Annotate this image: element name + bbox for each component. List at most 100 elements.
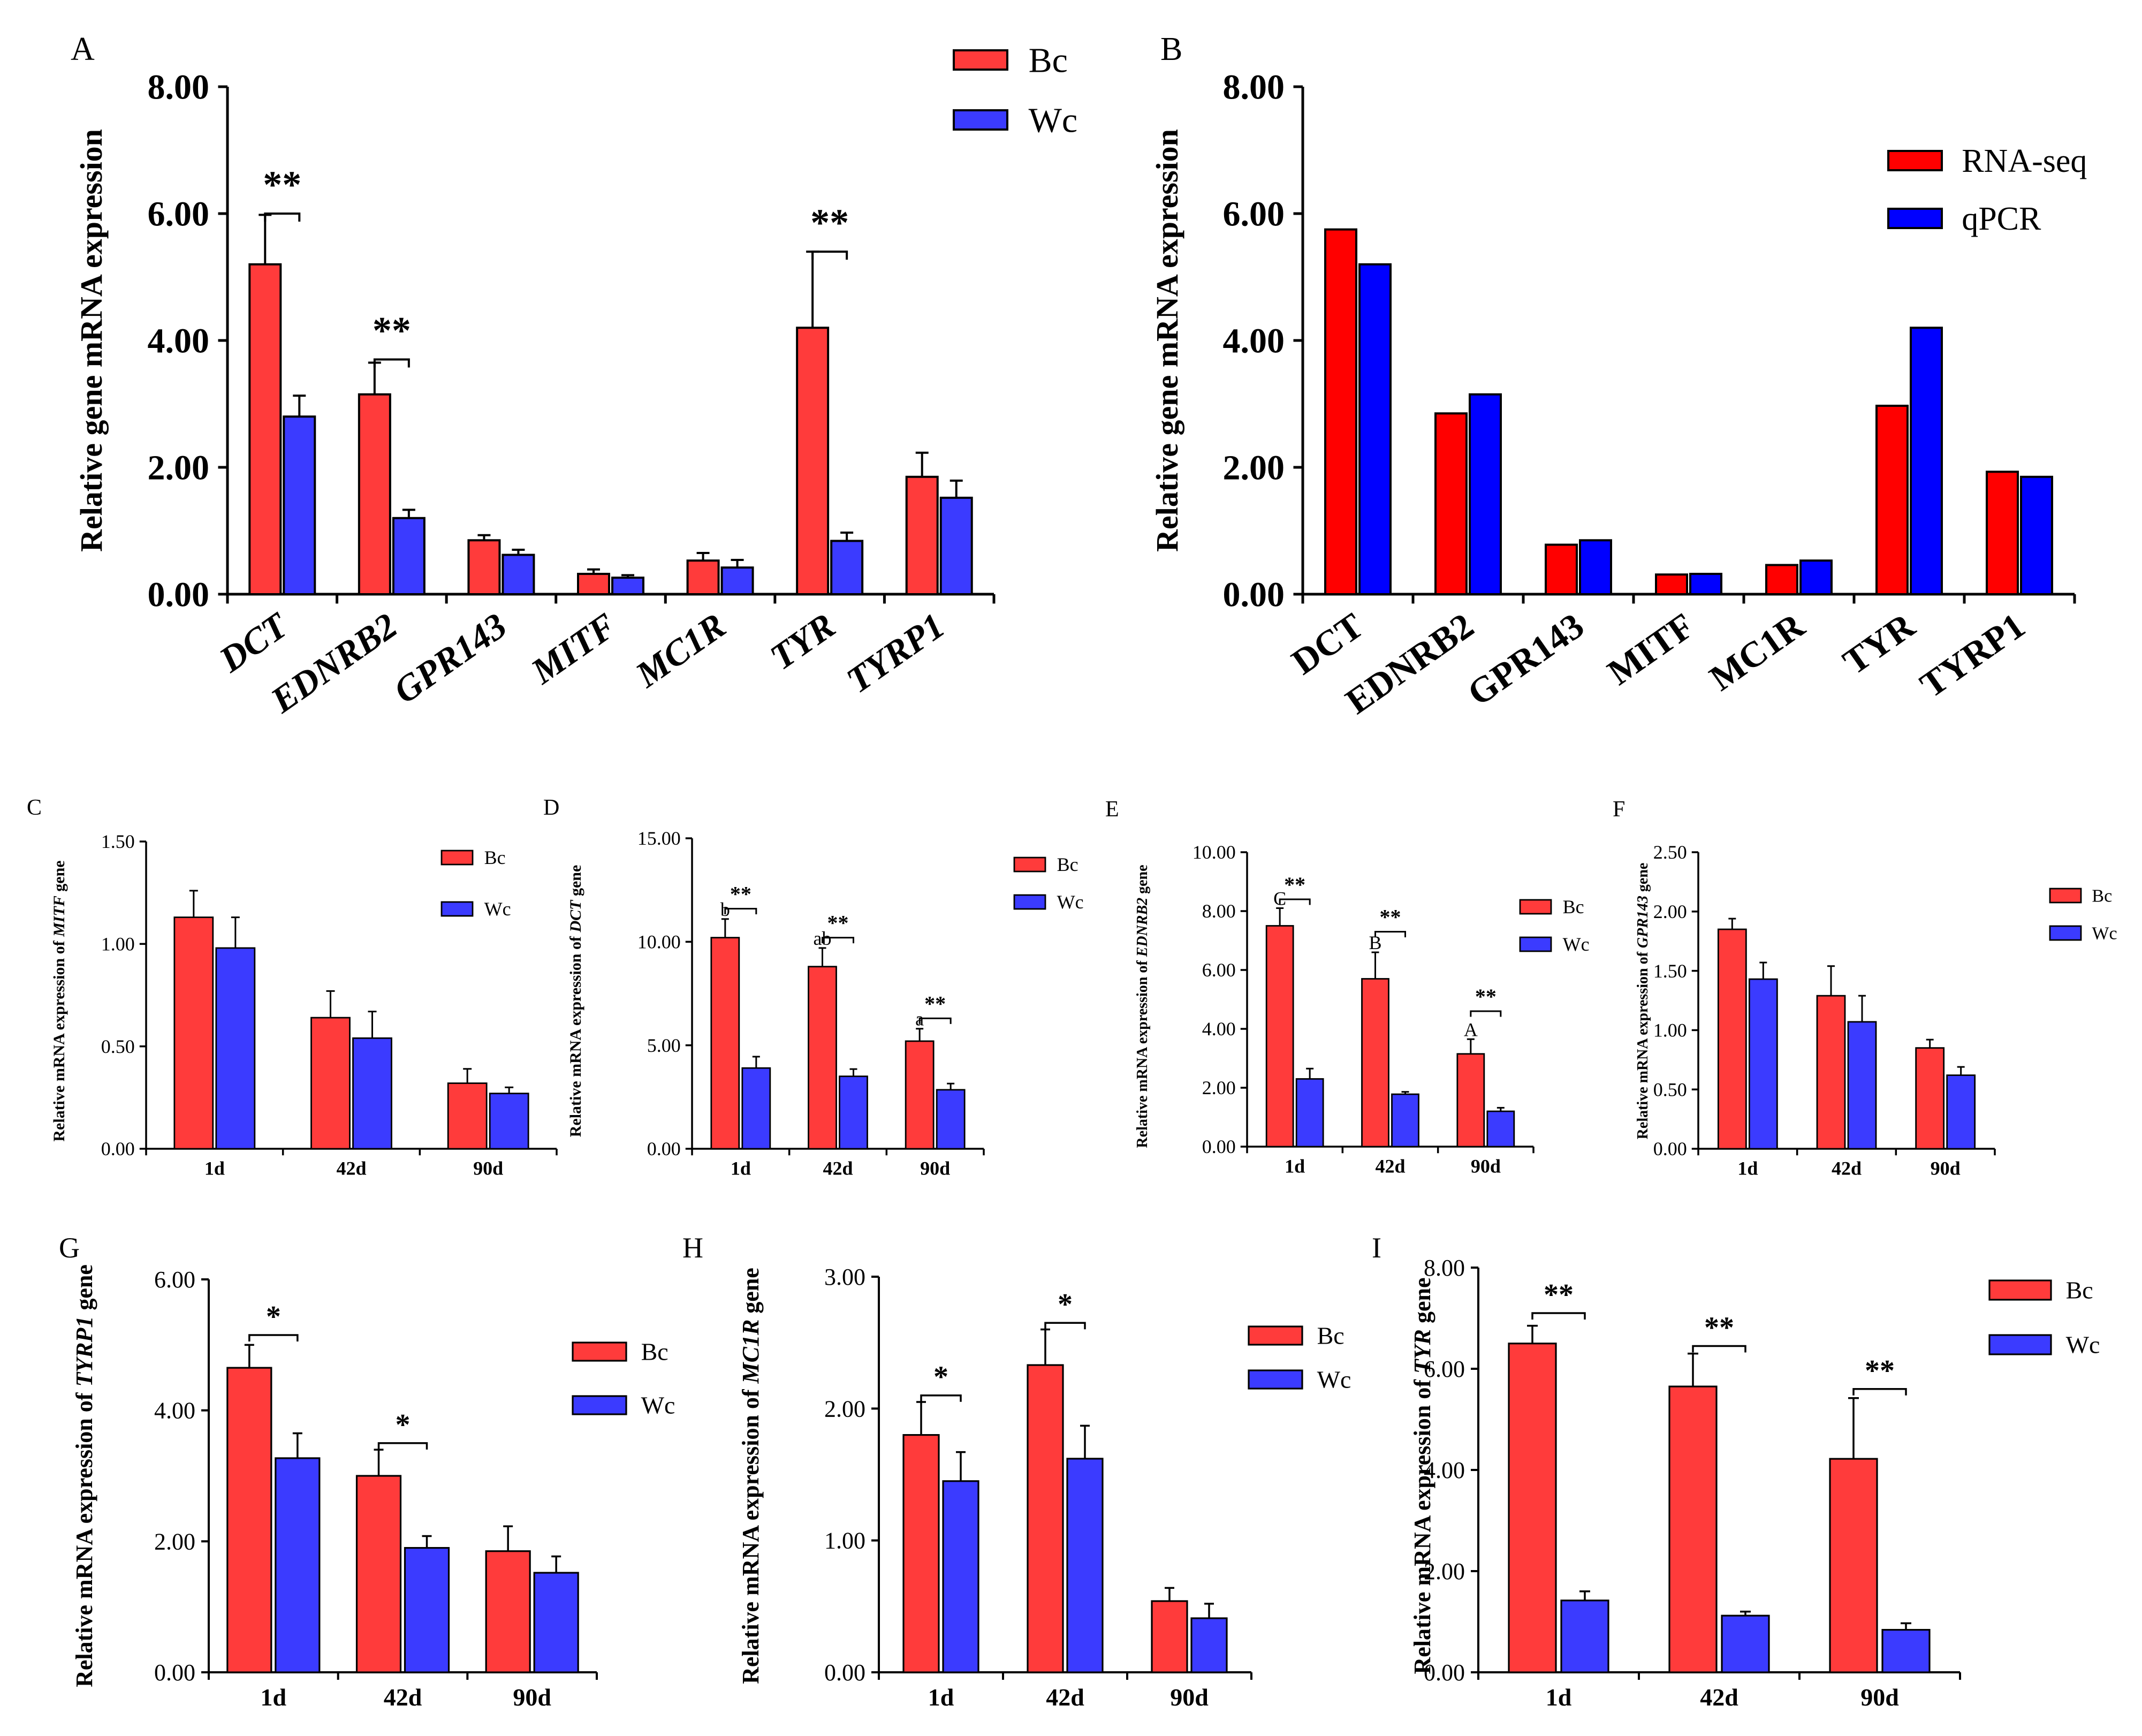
x-category-label: 90d bbox=[1860, 1684, 1899, 1711]
y-axis-title-gene: MC1R bbox=[738, 1320, 764, 1384]
significance-mark: ** bbox=[1544, 1278, 1574, 1312]
bar-wc bbox=[1946, 1074, 1976, 1150]
bar-wc bbox=[939, 496, 973, 595]
x-category-label: DCT bbox=[1284, 605, 1370, 683]
x-category-label: TYR bbox=[1835, 605, 1922, 683]
bar-wc bbox=[1295, 1078, 1324, 1148]
legend-label: Wc bbox=[1563, 934, 1590, 955]
y-axis-title-prefix: Relative mRNA expression of bbox=[71, 1387, 97, 1687]
significance-mark: ** bbox=[1284, 873, 1305, 897]
bar-bc bbox=[577, 573, 610, 595]
x-category-label: 42d bbox=[1832, 1158, 1862, 1179]
x-category-label: 90d bbox=[1471, 1156, 1501, 1177]
bar-qpcr bbox=[1358, 263, 1392, 595]
y-tick-label: 4.00 bbox=[1202, 1018, 1236, 1040]
y-axis-title: Relative mRNA expression of TYRP1 gene bbox=[71, 1264, 97, 1687]
significance-bracket bbox=[724, 907, 757, 914]
legend-label: Wc bbox=[484, 898, 511, 920]
legend-swatch bbox=[1988, 1334, 2052, 1355]
y-axis-title-suffix: gene bbox=[71, 1264, 97, 1316]
bar-wc bbox=[839, 1075, 868, 1150]
group-letter: ab bbox=[814, 928, 832, 949]
y-tick-label: 10.00 bbox=[1192, 842, 1236, 863]
bar-rna-seq bbox=[1545, 543, 1578, 596]
bar-bc bbox=[485, 1550, 531, 1673]
y-tick-label: 0.00 bbox=[154, 1659, 195, 1686]
y-tick-label: 0.00 bbox=[1223, 575, 1285, 614]
panel-b: B 0.00 2.00 4.00 6.00 8.00 Relative gene mRNA … bbox=[1150, 31, 2087, 722]
significance-bracket bbox=[1692, 1345, 1746, 1353]
y-tick-label: 6.00 bbox=[1202, 959, 1236, 981]
bar-rna-seq bbox=[1655, 573, 1688, 596]
y-axis-title-prefix: Relative mRNA expression of bbox=[1635, 948, 1651, 1139]
panel-e: E 0.00 2.00 4.00 6.00 8.00 10.00 Relative mRNA … bbox=[1105, 797, 1590, 1177]
bar-rna-seq bbox=[1434, 412, 1468, 596]
legend: RNA-seq qPCR bbox=[1887, 143, 2087, 237]
legend-label: Wc bbox=[2092, 924, 2117, 944]
bar-qpcr bbox=[2020, 475, 2053, 596]
bar-bc bbox=[355, 1475, 402, 1673]
bar-wc bbox=[1486, 1110, 1515, 1148]
y-tick-label: 1.50 bbox=[1653, 960, 1687, 982]
y-axis-title: Relative mRNA expression of EDNRB2 gene bbox=[1134, 865, 1151, 1148]
y-tick-label: 4.00 bbox=[148, 321, 210, 360]
legend-swatch bbox=[572, 1341, 627, 1362]
x-category-label: 1d bbox=[261, 1684, 287, 1711]
significance-mark: * bbox=[933, 1361, 948, 1394]
panel-a: A 0.00 2.00 4.00 6.00 8.00 Relative gene mRNA … bbox=[71, 31, 1077, 721]
y-axis-title-gene: EDNRB2 bbox=[1134, 898, 1151, 957]
significance-bracket bbox=[264, 213, 301, 222]
bar-bc bbox=[1265, 925, 1294, 1148]
panel-label: I bbox=[1372, 1232, 1381, 1264]
group-letter: a bbox=[915, 1009, 924, 1030]
bar-bc bbox=[1151, 1600, 1188, 1673]
y-axis-title-prefix: Relative mRNA expression of bbox=[1134, 957, 1151, 1148]
group-letter: B bbox=[1369, 932, 1381, 953]
legend: Bc Wc bbox=[2049, 886, 2117, 944]
x-category-label: MITF bbox=[523, 605, 624, 692]
bar-rna-seq bbox=[1875, 405, 1909, 595]
bar-rna-seq bbox=[1986, 471, 2019, 595]
significance-mark: ** bbox=[730, 882, 751, 906]
group-letter: b bbox=[720, 899, 730, 920]
legend: Bc Wc bbox=[1519, 896, 1590, 955]
bar-qpcr bbox=[1579, 539, 1612, 596]
legend-label: RNA-seq bbox=[1962, 143, 2087, 179]
x-category-label: 1d bbox=[731, 1158, 751, 1179]
bar-bc bbox=[226, 1367, 272, 1673]
x-category-label: DCT bbox=[211, 604, 296, 680]
y-axis-title-prefix: Relative mRNA expression of bbox=[1409, 1374, 1435, 1674]
legend: Bc Wc bbox=[572, 1338, 675, 1419]
y-tick-label: 2.00 bbox=[148, 448, 210, 487]
y-tick-label: 6.00 bbox=[148, 194, 210, 233]
significance-mark: ** bbox=[373, 309, 411, 352]
panel-label: F bbox=[1613, 797, 1625, 822]
y-axis-title-suffix: gene bbox=[50, 860, 68, 896]
bar-rna-seq bbox=[1324, 228, 1357, 595]
y-tick-label: 2.00 bbox=[1223, 448, 1285, 487]
significance-mark: ** bbox=[1865, 1354, 1895, 1388]
y-axis-title-suffix: gene bbox=[567, 865, 584, 900]
y-axis-title-gene: DCT bbox=[567, 899, 584, 933]
legend-swatch bbox=[1248, 1325, 1303, 1346]
legend-swatch bbox=[1519, 899, 1552, 915]
bar-qpcr bbox=[1469, 393, 1502, 595]
x-category-label: 90d bbox=[1170, 1684, 1209, 1711]
y-tick-label: 4.00 bbox=[154, 1398, 195, 1424]
significance-bracket bbox=[918, 1017, 952, 1024]
y-tick-label: 2.00 bbox=[1424, 1558, 1465, 1585]
legend-swatch bbox=[1988, 1279, 2052, 1301]
bar-wc bbox=[611, 577, 644, 595]
significance-bracket bbox=[822, 937, 854, 944]
panel-h: H 0.00 1.00 2.00 3.00 Relative mRNA expressio… bbox=[682, 1232, 1351, 1711]
legend-swatch bbox=[572, 1395, 627, 1415]
bar-wc bbox=[502, 554, 535, 596]
significance-mark: * bbox=[1058, 1288, 1073, 1321]
significance-bracket bbox=[1470, 1010, 1502, 1017]
legend: Bc Wc bbox=[1013, 854, 1084, 913]
significance-bracket bbox=[1852, 1388, 1907, 1396]
bar-wc bbox=[533, 1572, 579, 1673]
